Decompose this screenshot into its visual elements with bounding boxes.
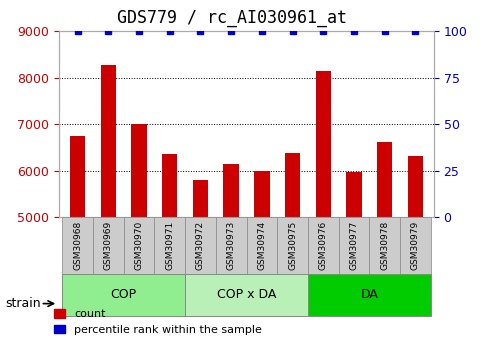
Text: GSM30978: GSM30978 bbox=[380, 221, 389, 270]
Text: GDS779 / rc_AI030961_at: GDS779 / rc_AI030961_at bbox=[117, 9, 347, 27]
Text: COP: COP bbox=[110, 288, 137, 302]
Bar bbox=[216, 217, 246, 274]
Text: GSM30979: GSM30979 bbox=[411, 221, 420, 270]
Bar bbox=[223, 164, 239, 217]
Text: GSM30971: GSM30971 bbox=[165, 221, 174, 270]
Bar bbox=[277, 217, 308, 274]
Bar bbox=[308, 274, 431, 316]
Bar bbox=[308, 217, 339, 274]
Bar bbox=[400, 217, 431, 274]
Bar bbox=[154, 217, 185, 274]
Text: GSM30970: GSM30970 bbox=[135, 221, 143, 270]
Bar bbox=[70, 136, 85, 217]
Text: GSM30969: GSM30969 bbox=[104, 221, 113, 270]
Text: GSM30977: GSM30977 bbox=[350, 221, 358, 270]
Legend: count, percentile rank within the sample: count, percentile rank within the sample bbox=[50, 305, 267, 339]
Text: COP x DA: COP x DA bbox=[217, 288, 276, 302]
Bar bbox=[131, 124, 147, 217]
Bar bbox=[254, 171, 270, 217]
Bar bbox=[316, 71, 331, 217]
Text: DA: DA bbox=[360, 288, 378, 302]
Bar bbox=[346, 172, 362, 217]
Bar bbox=[285, 153, 300, 217]
Bar bbox=[185, 274, 308, 316]
Text: GSM30968: GSM30968 bbox=[73, 221, 82, 270]
Bar bbox=[62, 217, 93, 274]
Text: GSM30975: GSM30975 bbox=[288, 221, 297, 270]
Bar bbox=[408, 156, 423, 217]
Text: GSM30972: GSM30972 bbox=[196, 221, 205, 270]
Bar bbox=[162, 155, 177, 217]
Text: strain: strain bbox=[5, 297, 40, 310]
Bar bbox=[246, 217, 277, 274]
Bar bbox=[101, 65, 116, 217]
Bar bbox=[369, 217, 400, 274]
Text: GSM30973: GSM30973 bbox=[227, 221, 236, 270]
Bar bbox=[93, 217, 124, 274]
Bar bbox=[185, 217, 216, 274]
Bar bbox=[62, 274, 185, 316]
Bar bbox=[339, 217, 369, 274]
Text: GSM30976: GSM30976 bbox=[319, 221, 328, 270]
Text: GSM30974: GSM30974 bbox=[257, 221, 266, 270]
Bar bbox=[377, 142, 392, 217]
Bar bbox=[193, 180, 208, 217]
Bar bbox=[124, 217, 154, 274]
